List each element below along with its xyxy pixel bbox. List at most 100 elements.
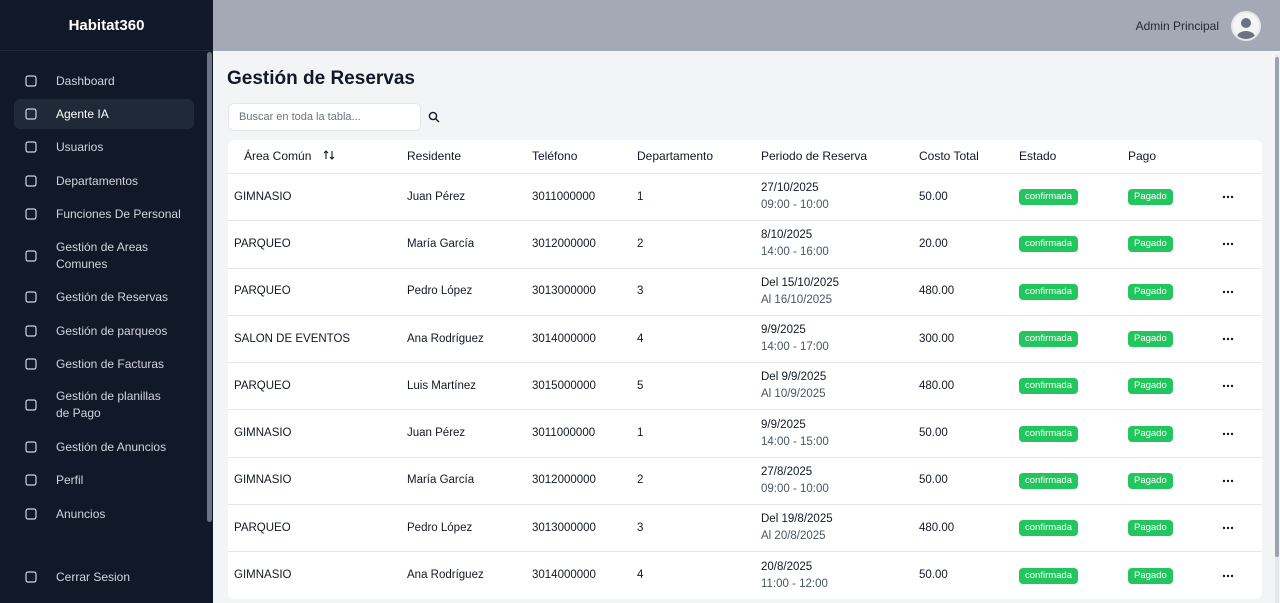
table-cell: 3015000000 [532, 363, 596, 409]
table-cell: 1 [637, 410, 643, 456]
row-actions[interactable] [1221, 552, 1235, 598]
row-actions[interactable] [1221, 174, 1235, 220]
period-start: 9/9/2025 [761, 418, 806, 431]
cell-text: PARQUEO [234, 521, 291, 534]
sort-icon[interactable] [323, 148, 335, 165]
dots-icon [1222, 195, 1234, 199]
table-cell: Juan Pérez [407, 410, 465, 456]
sort-glyph [323, 150, 335, 160]
table-cell: Pagado [1128, 410, 1173, 456]
column-title: Teléfono [532, 149, 578, 163]
nav-item[interactable]: Perfil [14, 465, 194, 495]
avatar[interactable] [1231, 10, 1261, 41]
cell-text: 2 [637, 474, 644, 487]
table-cell: confirmada [1019, 458, 1078, 504]
table-cell: 50.00 [919, 552, 948, 598]
cell-text: 3 [637, 285, 644, 298]
search-input[interactable]: Buscar en toda la tabla... [228, 103, 421, 131]
nav-item[interactable]: Usuarios [14, 132, 194, 162]
nav-item[interactable]: Gestion de Facturas [14, 349, 194, 379]
period-end: 09:00 - 10:00 [761, 482, 829, 495]
cell-text: GIMNASIO [234, 190, 292, 203]
cell-text: María García [407, 474, 475, 487]
cell-text: 480.00 [919, 521, 955, 534]
nav-item[interactable]: Gestión de Reservas [14, 282, 194, 312]
table-cell: 4 [637, 552, 643, 598]
nav-item[interactable]: Anuncios [14, 499, 194, 529]
status-badge: confirmada [1019, 472, 1078, 489]
page-title: Gestión de Reservas [227, 68, 415, 89]
dots-icon [1222, 243, 1234, 246]
period-end: Al 10/9/2025 [761, 388, 826, 401]
cell-text: SALON DE EVENTOS [234, 332, 351, 345]
cell-text: 50.00 [919, 427, 948, 440]
table-cell: Pagado [1128, 363, 1173, 409]
cell-text: Pedro López [407, 285, 473, 298]
nav-item[interactable]: Gestión de Anuncios [14, 432, 194, 462]
status-badge: confirmada [1019, 425, 1078, 442]
nav-label: Gestión de parqueos [56, 323, 168, 338]
row-actions[interactable] [1221, 363, 1235, 409]
row-actions[interactable] [1221, 410, 1235, 456]
row-actions[interactable] [1221, 316, 1235, 362]
status-badge: confirmada [1019, 236, 1078, 253]
nav-item[interactable]: Gestión de parqueos [14, 316, 194, 346]
payment-badge: Pagado [1128, 520, 1173, 537]
nav-item[interactable]: Gestión de Areas Comunes [14, 237, 194, 275]
dots-icon [1222, 527, 1234, 530]
row-actions[interactable] [1221, 458, 1235, 504]
table-cell: Juan Pérez [407, 174, 465, 220]
nav-label: Departamentos [56, 173, 139, 188]
dots-icon [1222, 432, 1234, 435]
nav-item[interactable]: Departamentos [14, 166, 194, 196]
column-title: Área Común [244, 149, 312, 163]
table-cell: SALON DE EVENTOS [234, 316, 350, 362]
cell-text: 20.00 [919, 237, 948, 250]
table-row: SALON DE EVENTOS Ana Rodríguez 3014000000 4… [228, 314, 1262, 362]
cell-text: 5 [637, 379, 644, 392]
period-end: 11:00 - 12:00 [761, 577, 828, 590]
logout[interactable]: Cerrar Sesion [14, 562, 194, 592]
dots-icon [1222, 290, 1234, 293]
row-actions[interactable] [1221, 505, 1235, 551]
cell-text: 480.00 [919, 285, 955, 298]
cell-text: 3014000000 [532, 569, 596, 582]
nav-label: Dashboard [56, 73, 115, 88]
nav-icon [25, 175, 37, 187]
cell-text: 50.00 [919, 569, 948, 582]
nav-item[interactable]: Agente IA [14, 99, 194, 129]
column-header: Costo Total [919, 140, 979, 173]
period-start: Del 19/8/2025 [761, 513, 833, 526]
nav-icon [25, 108, 37, 120]
table-cell: Pagado [1128, 458, 1173, 504]
user-name: Admin Principal [1135, 18, 1219, 33]
cell-text: 4 [637, 332, 644, 345]
table-cell: Pagado [1128, 505, 1173, 551]
table-cell: Pagado [1128, 174, 1173, 220]
row-actions[interactable] [1221, 269, 1235, 315]
nav-item[interactable]: Gestión de planillas de Pago [14, 386, 194, 424]
search-button[interactable] [428, 111, 440, 123]
table-cell: 3011000000 [532, 410, 595, 456]
brand: Habitat360 [0, 0, 213, 51]
table-cell: 20/8/2025 11:00 - 12:00 [761, 552, 828, 598]
cell-text: 3014000000 [532, 332, 596, 345]
search-placeholder: Buscar en toda la tabla... [239, 111, 361, 123]
period-start: 27/8/2025 [761, 465, 813, 478]
table-cell: 5 [637, 363, 643, 409]
nav-item[interactable]: Dashboard [14, 66, 194, 96]
cell-text: Juan Pérez [407, 427, 466, 440]
row-actions[interactable] [1221, 221, 1235, 267]
cell-text: Luis Martínez [407, 379, 477, 392]
dots-icon [1222, 479, 1234, 483]
cell-text: GIMNASIO [234, 569, 292, 582]
nav-item[interactable]: Funciones De Personal [14, 199, 194, 229]
status-badge: confirmada [1019, 567, 1078, 584]
table-row: GIMNASIO María García 3012000000 2 27/8/2025… [228, 456, 1262, 504]
nav-label: Funciones De Personal [56, 206, 181, 221]
cell-text: 3011000000 [532, 190, 596, 203]
cell-text: 50.00 [919, 474, 948, 487]
table-cell: 27/8/2025 09:00 - 10:00 [761, 458, 829, 504]
nav-icon [25, 441, 37, 453]
